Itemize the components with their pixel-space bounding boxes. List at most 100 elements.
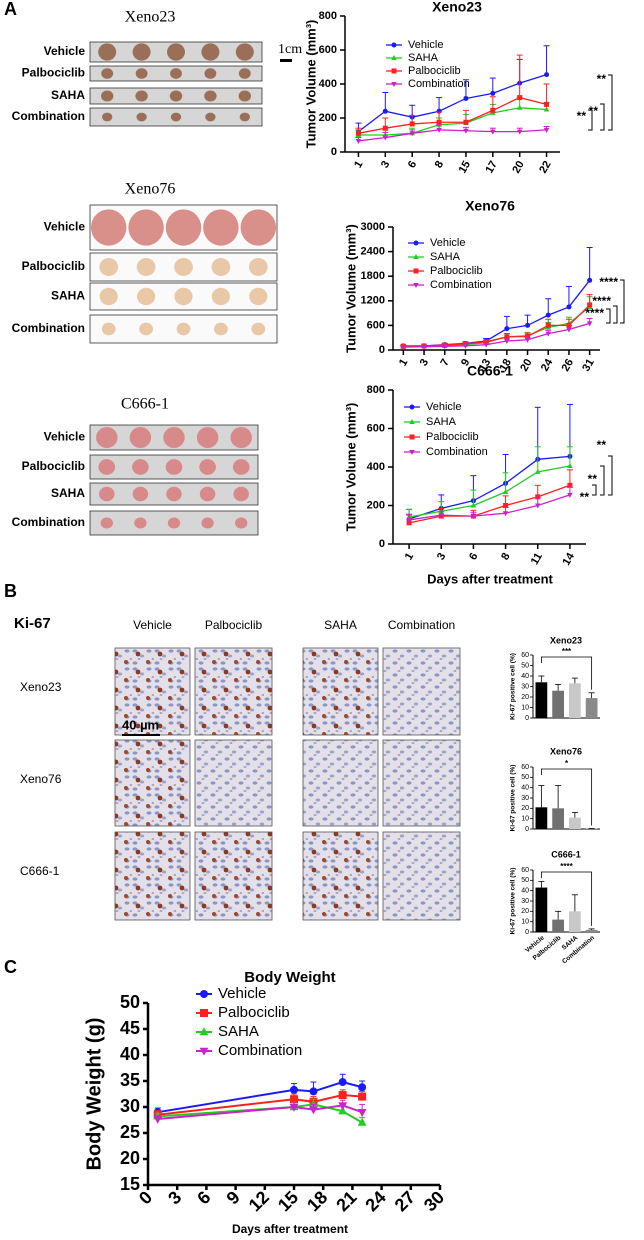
y-tick-label: 60 <box>521 764 529 771</box>
bar <box>552 808 564 829</box>
x-tick-label: 8 <box>433 159 446 170</box>
ihc-image <box>382 739 461 827</box>
tumor <box>214 322 228 336</box>
x-tick-label: 6 <box>406 159 419 170</box>
tumor <box>135 68 148 79</box>
group-label: Palbociclib <box>22 259 85 273</box>
tumor <box>90 209 127 246</box>
y-tick-label: 15 <box>120 1174 140 1194</box>
marker <box>382 135 389 141</box>
tumor <box>137 287 156 306</box>
bar <box>569 911 581 932</box>
y-tick-label: 0 <box>525 715 529 722</box>
marker <box>400 345 407 351</box>
ihc-image <box>302 647 379 736</box>
tumor <box>239 112 250 122</box>
marker <box>357 1117 367 1126</box>
tumor <box>176 322 191 336</box>
y-tick-label: 40 <box>120 1044 140 1064</box>
x-axis-label: Days after treatment <box>427 571 553 586</box>
y-tick-label: 0 <box>331 146 337 158</box>
group-label: Combination <box>12 109 85 123</box>
tumor <box>205 112 216 122</box>
marker <box>290 1085 298 1094</box>
column-header: Palbociclib <box>205 618 263 632</box>
significance-label: ** <box>597 72 607 86</box>
marker <box>338 1078 347 1087</box>
significance-bracket <box>613 305 618 324</box>
chart-title: Body Weight <box>244 969 335 986</box>
significance-bracket <box>620 279 625 324</box>
y-tick-label: 25 <box>120 1122 140 1142</box>
x-tick-label: 21 <box>332 1187 360 1215</box>
marker <box>421 344 427 350</box>
tumor <box>100 517 114 529</box>
significance-bracket <box>540 871 593 926</box>
tumor <box>211 287 230 306</box>
ihc-image <box>302 831 379 921</box>
chart-title: Xeno76 <box>550 746 582 756</box>
tumor <box>99 287 118 306</box>
bar <box>535 807 548 829</box>
marker <box>587 277 593 283</box>
tumor <box>196 427 219 448</box>
significance-label: **** <box>599 275 618 289</box>
tumor <box>165 209 202 246</box>
chart-title: C666-1 <box>551 849 581 859</box>
significance-bracket <box>600 465 605 496</box>
y-tick-label: 0 <box>379 344 385 356</box>
marker <box>587 302 593 308</box>
marker <box>535 503 541 509</box>
tumor <box>170 112 182 122</box>
marker <box>516 104 523 110</box>
marker <box>502 511 509 517</box>
y-tick-label: 60 <box>521 652 529 659</box>
marker <box>490 90 496 96</box>
marker <box>338 1106 348 1115</box>
tumor <box>136 112 147 122</box>
bar <box>552 690 564 718</box>
tumor <box>174 258 193 276</box>
column-header: Vehicle <box>133 618 172 632</box>
marker <box>463 119 469 125</box>
marker <box>504 326 510 332</box>
marker <box>567 463 573 469</box>
tumor <box>233 486 249 502</box>
tumor <box>249 287 268 306</box>
y-tick-label: 800 <box>367 384 385 396</box>
group-label: Vehicle <box>44 44 86 58</box>
y-tick-label: 10 <box>521 704 529 711</box>
x-tick-label: 1 <box>352 159 365 170</box>
y-axis-label: Ki-67 positive cell (%) <box>510 653 517 720</box>
group-label: SAHA <box>51 486 85 500</box>
significance-label: ** <box>577 109 587 123</box>
marker <box>309 1087 318 1096</box>
y-tick-label: 40 <box>521 673 529 680</box>
y-tick-label: 400 <box>319 78 337 90</box>
tumor <box>132 459 149 475</box>
marker <box>567 482 573 488</box>
x-tick-label: 9 <box>459 357 472 368</box>
tumor <box>174 287 193 306</box>
marker <box>358 1083 367 1092</box>
photo-title: Xeno23 <box>125 9 176 26</box>
tumor <box>248 258 268 276</box>
marker <box>517 95 523 101</box>
x-tick-label: 7 <box>438 357 451 368</box>
y-axis-label: Body Weight (g) <box>83 1018 105 1171</box>
marker <box>409 404 415 410</box>
marker <box>289 1103 299 1112</box>
ihc-image <box>114 739 191 827</box>
marker <box>566 304 572 310</box>
x-tick-label: 30 <box>420 1187 448 1215</box>
tumor <box>132 43 151 61</box>
group-label: Vehicle <box>44 430 86 444</box>
marker <box>355 138 362 144</box>
legend-label: Vehicle <box>430 237 465 249</box>
ihc-image <box>302 739 379 827</box>
y-tick-label: 30 <box>120 1096 140 1116</box>
marker <box>382 108 388 114</box>
tumor <box>169 90 183 102</box>
x-tick-label: 11 <box>529 551 545 567</box>
x-tick-label: 3 <box>435 551 448 562</box>
